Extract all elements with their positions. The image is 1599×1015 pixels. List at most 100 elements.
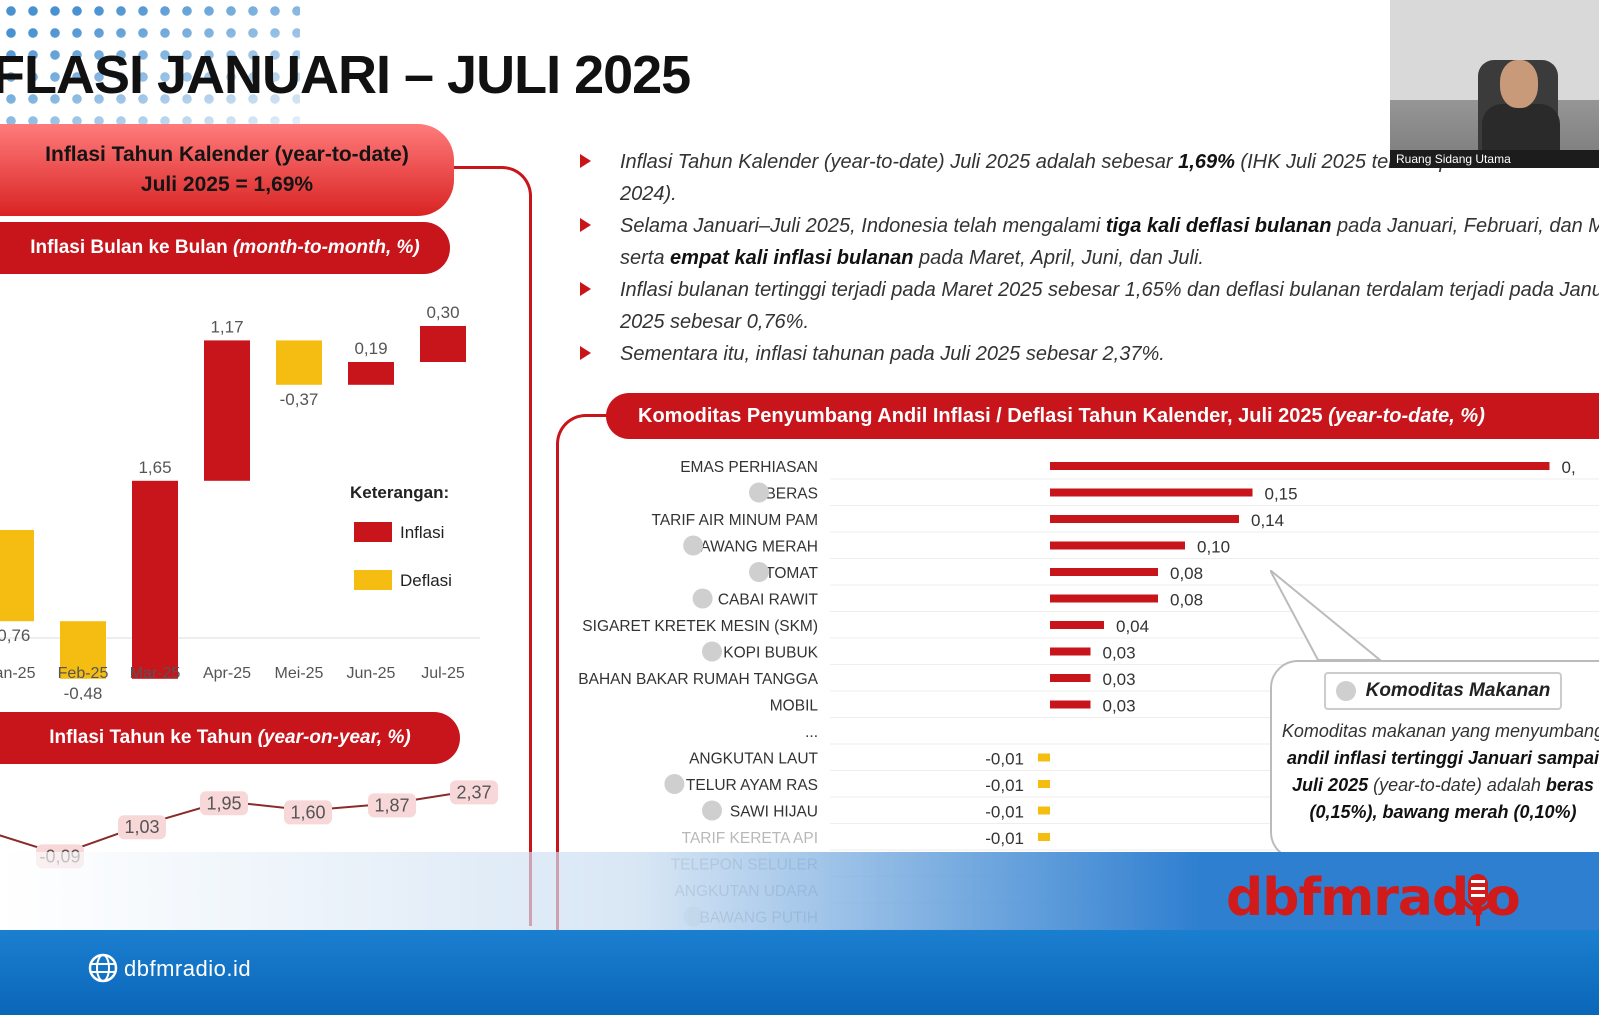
kom-category-label: TOMAT xyxy=(765,565,818,582)
mtm-tick-label: Jan-25 xyxy=(0,665,36,682)
legend-label-inflasi: Inflasi xyxy=(400,523,444,542)
legend-swatch-inflasi xyxy=(354,522,392,542)
kom-data-label: -0,01 xyxy=(985,750,1024,769)
kom-category-label: SIGARET KRETEK MESIN (SKM) xyxy=(582,618,818,635)
bullet-marker-icon xyxy=(580,154,591,168)
kom-bar xyxy=(1038,833,1050,841)
kom-bar xyxy=(1050,515,1239,523)
mtm-bar xyxy=(60,621,106,679)
mtm-tick-label: Jun-25 xyxy=(347,665,396,682)
callout-title: Komoditas Makanan xyxy=(1324,672,1562,710)
commodity-header-italic: (year-to-date, %) xyxy=(1328,404,1485,427)
kom-bar xyxy=(1050,674,1091,682)
yoy-data-label: 2,37 xyxy=(456,782,491,802)
mtm-tick-label: Mei-25 xyxy=(275,665,324,682)
kom-category-label: TELUR AYAM RAS xyxy=(686,777,818,794)
kom-data-label: 0,14 xyxy=(1251,511,1284,530)
yoy-label-bg xyxy=(284,800,332,825)
bullet-text: Inflasi bulanan tertinggi terjadi pada M… xyxy=(620,279,1599,333)
kom-category-label: KOPI BUBUK xyxy=(723,645,818,662)
yoy-label-bg xyxy=(200,791,248,816)
ytd-line1: Inflasi Tahun Kalender (year-to-date) xyxy=(45,143,409,166)
yoy-data-label: 1,60 xyxy=(290,802,325,822)
commodity-header: Komoditas Penyumbang Andil Inflasi / Def… xyxy=(606,393,1599,439)
legend-label-deflasi: Deflasi xyxy=(400,571,452,590)
kom-bar xyxy=(1050,568,1158,576)
kom-category-label: MOBIL xyxy=(770,698,819,715)
yoy-header: Inflasi Tahun ke Tahun (year-on-year, %) xyxy=(0,712,460,764)
microphone-icon xyxy=(1461,874,1495,926)
food-dot-icon xyxy=(1335,681,1356,701)
brand-logo: dbfmradio xyxy=(1226,868,1521,928)
bullet-list: Inflasi Tahun Kalender (year-to-date) Ju… xyxy=(580,146,1599,370)
bullet-text: Selama Januari–Juli 2025, Indonesia tela… xyxy=(620,215,1599,269)
kom-category-label: ... xyxy=(805,724,818,741)
kom-bar xyxy=(1050,594,1158,603)
yoy-header-text: Inflasi Tahun ke Tahun xyxy=(49,727,253,748)
kom-category-label: ANGKUTAN LAUT xyxy=(689,751,818,768)
kom-category-label: TARIF KERETA API xyxy=(682,830,818,847)
kom-bar xyxy=(1038,753,1050,762)
mtm-data-label: 1,65 xyxy=(138,458,171,477)
kom-category-label: BAHAN BAKAR RUMAH TANGGA xyxy=(578,671,818,688)
left-frame xyxy=(380,166,532,926)
yoy-data-label: 1,95 xyxy=(206,793,241,813)
mtm-bar xyxy=(0,530,34,622)
bullet-marker-icon xyxy=(580,282,591,296)
bullet-item: Inflasi bulanan tertinggi terjadi pada M… xyxy=(580,274,1599,338)
kom-bar xyxy=(1050,647,1091,656)
kom-bar xyxy=(1038,806,1050,815)
mtm-bar xyxy=(348,362,394,385)
kom-data-label: 0,03 xyxy=(1103,670,1136,689)
mtm-data-label: -0,76 xyxy=(0,626,30,645)
kom-bar xyxy=(1050,462,1550,470)
mtm-data-label: -0,48 xyxy=(64,684,103,700)
kom-category-label: EMAS PERHIASAN xyxy=(680,459,818,476)
mtm-header-text: Inflasi Bulan ke Bulan xyxy=(30,237,228,258)
globe-icon xyxy=(88,953,118,983)
yoy-label-bg xyxy=(368,793,416,818)
mtm-data-label: 0,30 xyxy=(426,303,459,322)
brand-logo-radio: radio xyxy=(1373,868,1521,928)
footer-bar xyxy=(0,930,1599,1015)
kom-data-label: -0,01 xyxy=(985,776,1024,795)
kom-data-label: 0,04 xyxy=(1116,617,1149,636)
mtm-data-label: -0,37 xyxy=(280,390,319,409)
food-dot-icon xyxy=(702,641,722,662)
food-dot-icon xyxy=(749,562,769,582)
food-dot-icon xyxy=(692,588,713,609)
bullet-text: Sementara itu, inflasi tahunan pada Juli… xyxy=(620,343,1165,365)
kom-bar xyxy=(1038,780,1050,788)
kom-data-label: 0,03 xyxy=(1103,697,1136,716)
mtm-data-label: 0,19 xyxy=(354,339,387,358)
legend-title: Keterangan: xyxy=(350,483,449,502)
page-title: FLASI JANUARI – JULI 2025 xyxy=(0,45,691,105)
food-dot-icon xyxy=(702,800,722,821)
ytd-summary-box: Inflasi Tahun Kalender (year-to-date) Ju… xyxy=(0,124,454,216)
brand-logo-main: dbfm xyxy=(1226,868,1374,928)
webcam-label: Ruang Sidang Utama xyxy=(1390,150,1599,168)
callout-text: Komoditas makanan yang menyumbang andil … xyxy=(1281,721,1599,822)
food-dot-icon xyxy=(683,535,704,556)
mtm-bar xyxy=(276,340,322,385)
bullet-marker-icon xyxy=(580,218,591,232)
watermark-band xyxy=(0,852,1599,932)
mtm-tick-label: Mar-25 xyxy=(130,665,181,682)
site-url[interactable]: dbfmradio.id xyxy=(124,956,252,981)
mtm-header: Inflasi Bulan ke Bulan (month-to-month, … xyxy=(0,222,450,274)
legend-swatch-deflasi xyxy=(354,570,392,590)
kom-category-label: SAWI HIJAU xyxy=(730,804,818,821)
mtm-tick-label: Jul-25 xyxy=(421,665,465,682)
kom-data-label: -0,01 xyxy=(985,829,1024,848)
webcam-feed: Ruang Sidang Utama xyxy=(1390,0,1599,168)
kom-data-label: -0,01 xyxy=(985,803,1024,822)
food-dot-icon xyxy=(749,482,769,503)
kom-bar xyxy=(1050,700,1091,709)
kom-bar xyxy=(1050,541,1185,550)
food-callout: Komoditas Makanan Komoditas makanan yang… xyxy=(1270,660,1599,860)
mtm-bar xyxy=(420,326,466,362)
webcam-speaker-head xyxy=(1500,60,1538,108)
mtm-bar xyxy=(132,480,178,679)
mtm-bar xyxy=(204,340,250,481)
yoy-data-label: 1,03 xyxy=(124,817,159,837)
